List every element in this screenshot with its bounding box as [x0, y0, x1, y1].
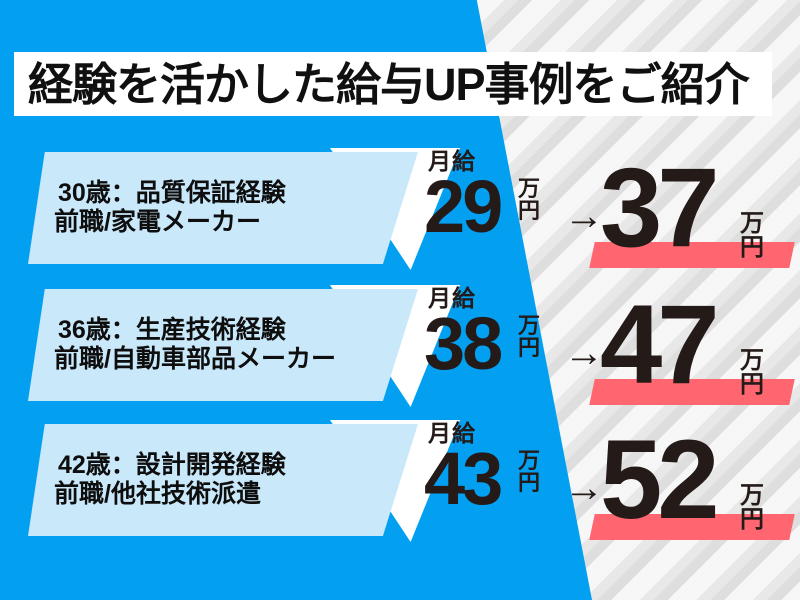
case-profile-line1: 42歳：設計開発経験 [58, 450, 286, 479]
monthly-salary-label: 月給 [428, 148, 476, 174]
unit-man-char: 万 [740, 210, 764, 237]
salary-figures: 29 万 円 → 37 万 円 [424, 152, 800, 280]
salary-after-unit: 万 円 [740, 349, 764, 397]
arrow-icon: → [564, 466, 604, 510]
salary-before-value: 29 [424, 165, 503, 248]
unit-man-char: 万 [518, 176, 541, 201]
unit-yen-char: 円 [518, 198, 541, 223]
salary-before-value: 43 [424, 437, 503, 520]
salary-after-unit: 万 円 [740, 484, 764, 532]
unit-yen-char: 円 [740, 234, 764, 261]
unit-yen-char: 円 [518, 335, 541, 360]
salary-before-value: 38 [424, 302, 503, 385]
page-title: 経験を活かした給与UP事例をご紹介 [28, 58, 750, 110]
unit-man-char: 万 [518, 448, 541, 473]
salary-before-unit: 万 円 [518, 178, 540, 222]
arrow-icon: → [564, 331, 604, 375]
salary-block: 月給 29 万 円 → 37 万 円 [424, 148, 800, 283]
salary-after-unit: 万 円 [740, 212, 764, 260]
case-profile-card: 30歳：品質保証経験 前職/家電メーカー [28, 152, 418, 264]
unit-yen-char: 円 [740, 506, 764, 533]
case-profile-card: 42歳：設計開発経験 前職/他社技術派遣 [28, 424, 418, 536]
unit-yen-char: 円 [740, 371, 764, 398]
arrow-icon: → [564, 194, 604, 238]
salary-after-value: 52 [600, 417, 720, 542]
salary-figures: 43 万 円 → 52 万 円 [424, 424, 800, 552]
case-profile-line1: 30歳：品質保証経験 [58, 178, 286, 207]
title-banner: 経験を活かした給与UP事例をご紹介 [14, 52, 772, 116]
case-profile-card: 36歳：生産技術経験 前職/自動車部品メーカー [28, 289, 418, 401]
case-profile-line2: 前職/家電メーカー [54, 208, 261, 236]
salary-after-value: 37 [600, 145, 720, 270]
salary-block: 月給 38 万 円 → 47 万 円 [424, 285, 800, 420]
unit-man-char: 万 [740, 347, 764, 374]
salary-after-value: 47 [600, 282, 720, 407]
case-row: 36歳：生産技術経験 前職/自動車部品メーカー 月給 38 万 円 → 47 万… [0, 285, 800, 420]
case-row: 42歳：設計開発経験 前職/他社技術派遣 月給 43 万 円 → 52 万 円 [0, 420, 800, 555]
case-profile-line1: 36歳：生産技術経験 [58, 315, 286, 344]
case-profile-line2: 前職/自動車部品メーカー [54, 345, 336, 373]
case-row: 30歳：品質保証経験 前職/家電メーカー 月給 29 万 円 → 37 万 円 [0, 148, 800, 283]
salary-before-unit: 万 円 [518, 450, 540, 494]
monthly-salary-label: 月給 [428, 285, 476, 311]
salary-block: 月給 43 万 円 → 52 万 円 [424, 420, 800, 555]
salary-figures: 38 万 円 → 47 万 円 [424, 289, 800, 417]
unit-yen-char: 円 [518, 470, 541, 495]
case-profile-line2: 前職/他社技術派遣 [54, 480, 261, 508]
monthly-salary-label: 月給 [428, 420, 476, 446]
unit-man-char: 万 [740, 482, 764, 509]
salary-before-unit: 万 円 [518, 315, 540, 359]
unit-man-char: 万 [518, 313, 541, 338]
